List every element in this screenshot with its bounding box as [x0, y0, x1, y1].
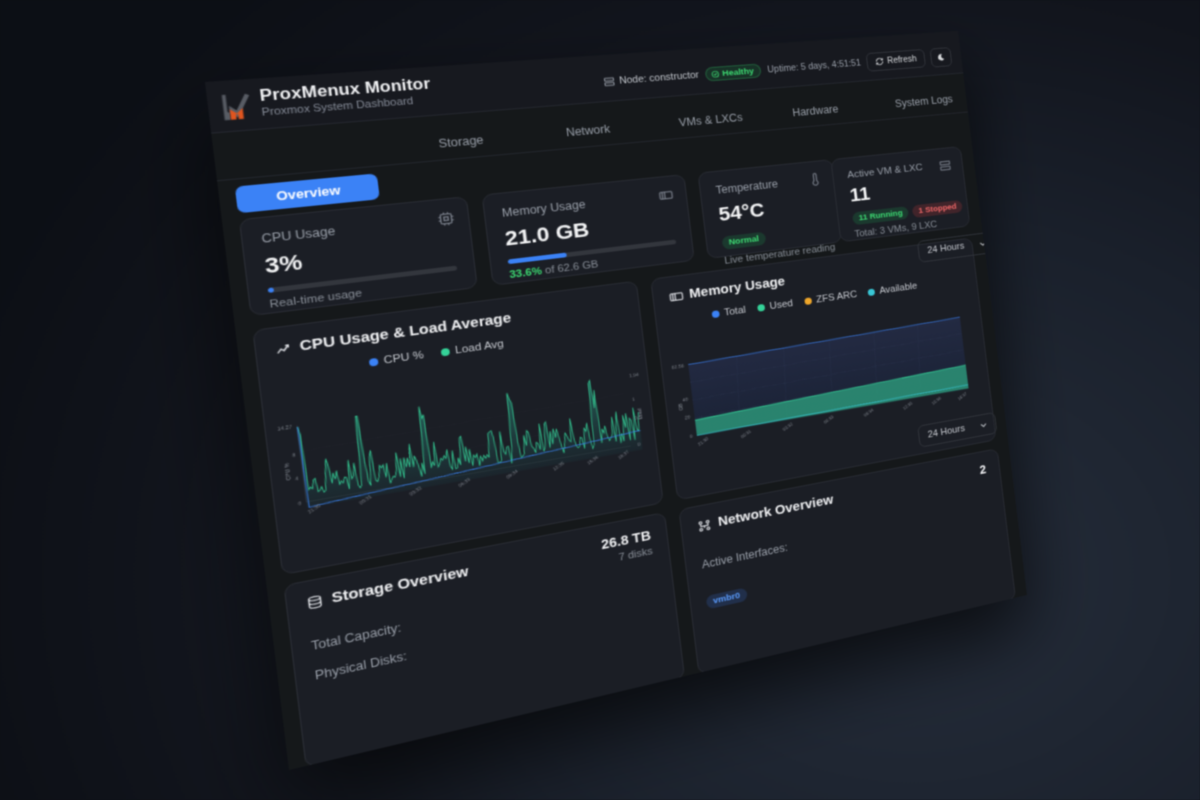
- svg-text:8: 8: [292, 453, 296, 459]
- svg-text:15:36: 15:36: [931, 396, 942, 406]
- svg-text:06:33: 06:33: [823, 415, 835, 425]
- svg-text:14.27: 14.27: [277, 425, 292, 432]
- svg-text:20: 20: [685, 415, 692, 421]
- svg-text:0: 0: [298, 501, 302, 507]
- svg-text:40: 40: [682, 397, 689, 403]
- svg-text:09:34: 09:34: [863, 408, 874, 418]
- svg-text:0: 0: [637, 442, 640, 447]
- svg-text:00:31: 00:31: [740, 429, 752, 439]
- svg-text:62.56: 62.56: [671, 364, 684, 371]
- svg-text:18:37: 18:37: [957, 392, 968, 402]
- svg-text:1: 1: [632, 398, 635, 403]
- svg-text:GB: GB: [678, 403, 685, 411]
- svg-text:12:35: 12:35: [903, 401, 914, 411]
- svg-text:4: 4: [295, 476, 300, 482]
- svg-text:Load: Load: [638, 408, 644, 419]
- svg-text:1.94: 1.94: [629, 373, 640, 379]
- svg-text:21:30: 21:30: [697, 437, 709, 447]
- svg-text:CPU %: CPU %: [284, 462, 292, 481]
- svg-text:0: 0: [690, 434, 694, 439]
- svg-text:03:32: 03:32: [782, 422, 794, 432]
